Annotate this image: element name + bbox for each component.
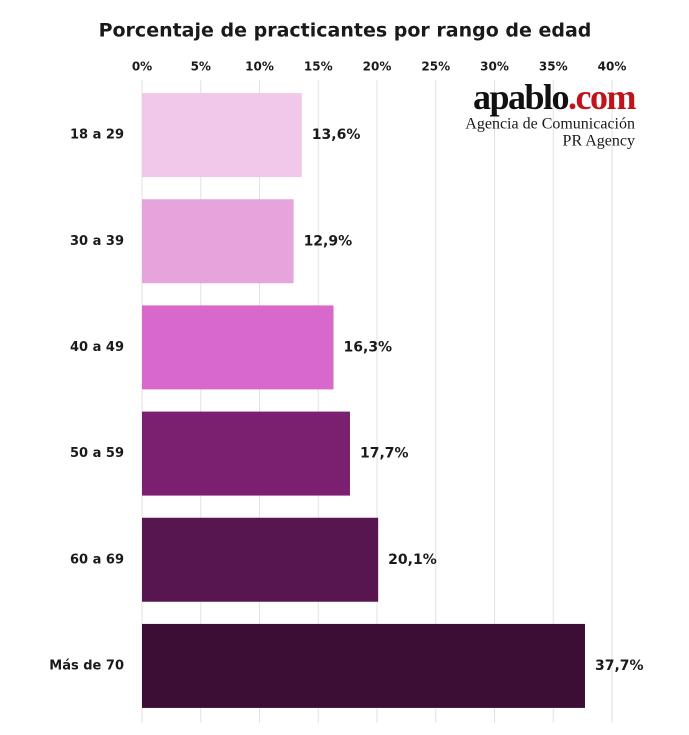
x-tick-label: 0% [132, 60, 152, 74]
value-label: 37,7% [595, 658, 644, 674]
watermark-brand: apablo.com [473, 77, 637, 117]
bar [142, 517, 379, 602]
x-tick-label: 5% [191, 60, 211, 74]
value-label: 16,3% [344, 339, 393, 355]
x-tick-label: 20% [363, 60, 392, 74]
y-tick-label: 60 a 69 [70, 552, 124, 567]
value-label: 20,1% [388, 552, 437, 568]
value-label: 12,9% [304, 233, 353, 249]
bars: 18 a 29 13,6% 30 a 39 12,9% 40 a 49 16,3% 50 a… [49, 93, 644, 708]
watermark: apablo.com Agencia de Comunicación PR Ag… [465, 77, 638, 150]
brand-name: apablo [473, 77, 569, 117]
x-tick-label: 35% [539, 60, 568, 74]
watermark-line: PR Agency [563, 133, 635, 150]
y-tick-label: Más de 70 [49, 658, 124, 673]
bar [142, 93, 302, 178]
value-label: 17,7% [360, 446, 409, 462]
brand-suffix: .com [568, 77, 636, 117]
x-tick-label: 10% [245, 60, 274, 74]
value-label: 13,6% [312, 127, 361, 143]
bar [142, 305, 334, 390]
bar [142, 411, 350, 496]
y-tick-label: 50 a 59 [70, 446, 124, 461]
bar [142, 623, 585, 708]
watermark-line: Agencia de Comunicación [465, 116, 635, 133]
grid: 0% 5% 10% 15% 20% 25% 30% 35% 40% [132, 60, 627, 723]
y-tick-label: 30 a 39 [70, 234, 124, 249]
x-tick-label: 30% [480, 60, 509, 74]
y-tick-label: 18 a 29 [70, 128, 124, 143]
x-tick-label: 25% [421, 60, 450, 74]
y-tick-label: 40 a 49 [70, 340, 124, 355]
x-tick-label: 40% [598, 60, 627, 74]
x-tick-label: 15% [304, 60, 333, 74]
chart-title: Porcentaje de practicantes por rango de … [99, 20, 592, 42]
bar [142, 199, 294, 284]
